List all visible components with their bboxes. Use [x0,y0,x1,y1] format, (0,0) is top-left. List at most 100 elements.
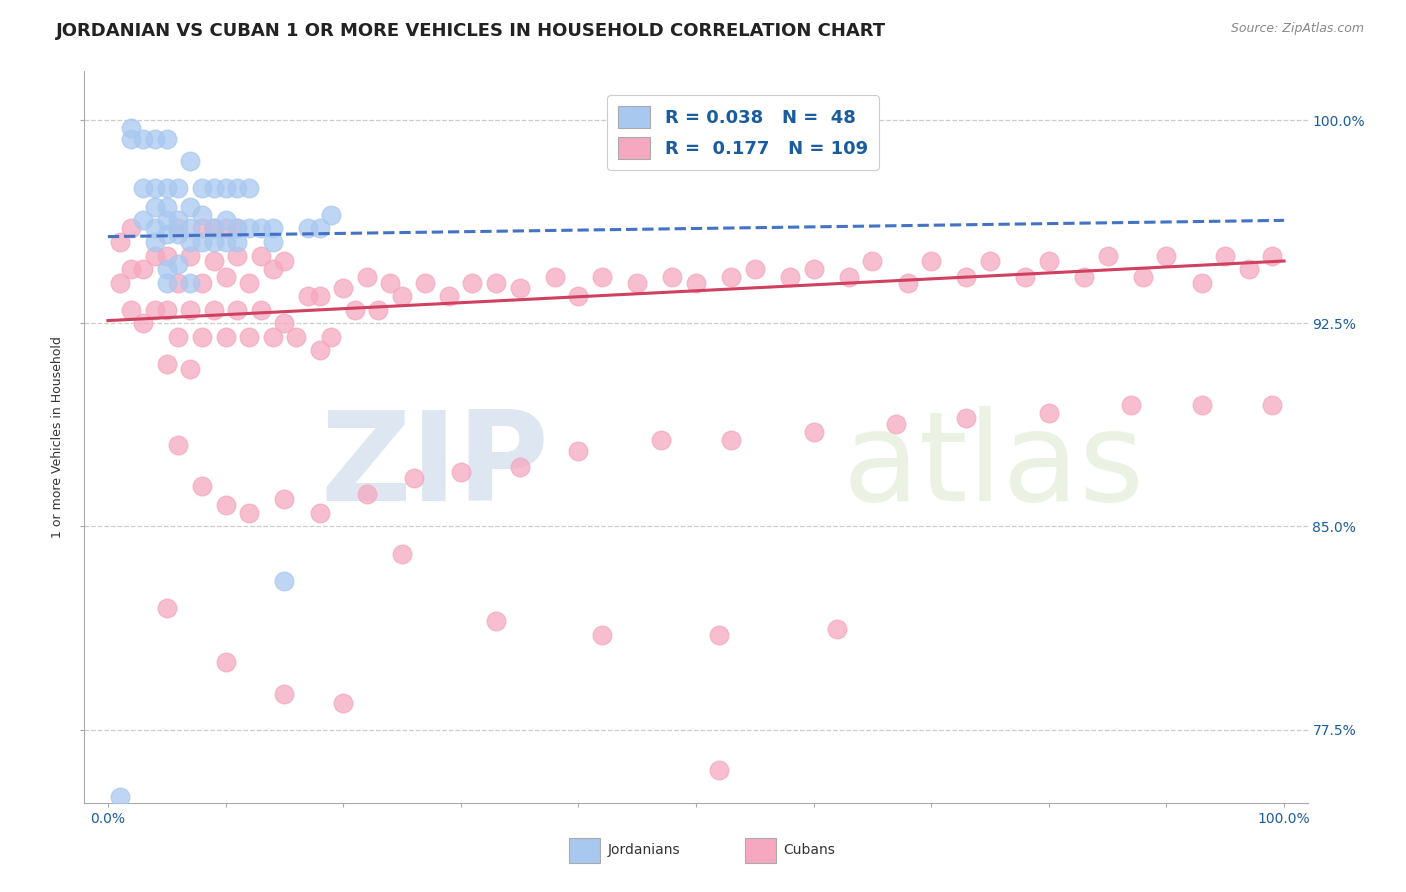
Point [591,270,613,285]
Point [321,330,343,344]
Point [214,498,236,512]
Point [297,289,319,303]
Point [167,438,190,452]
Point [437,289,460,303]
Point [485,276,508,290]
Point [650,433,672,447]
Point [214,270,236,285]
Point [1156,249,1178,263]
Point [1237,262,1260,277]
Point [108,790,131,805]
Point [308,289,330,303]
Point [191,330,214,344]
Point [803,262,825,277]
Bar [569,838,600,863]
Point [238,330,260,344]
Point [179,302,201,317]
Point [591,628,613,642]
Point [544,270,567,285]
Point [720,270,742,285]
Point [273,492,295,507]
Point [485,615,508,629]
Point [191,479,214,493]
Point [709,764,731,778]
Point [202,221,225,235]
Point [509,459,531,474]
Text: Cubans: Cubans [783,843,835,857]
Point [825,623,848,637]
Point [1213,249,1236,263]
Point [1191,276,1213,290]
Point [226,302,249,317]
Point [132,213,155,227]
Point [626,276,648,290]
Point [860,254,883,268]
Point [979,254,1001,268]
Point [226,221,249,235]
Point [156,262,179,277]
Point [156,213,179,227]
Point [567,289,589,303]
Point [226,235,249,249]
Point [191,235,214,249]
Point [156,249,179,263]
Point [120,221,142,235]
Point [356,487,378,501]
Point [332,696,354,710]
Point [143,235,166,249]
Point [685,276,707,290]
Point [1121,398,1143,412]
Point [343,302,366,317]
Point [461,276,484,290]
Point [1073,270,1095,285]
Point [132,316,155,330]
Point [179,221,201,235]
Point [249,221,271,235]
Text: atlas: atlas [842,406,1144,527]
Point [238,181,260,195]
Point [191,181,214,195]
Text: Source: ZipAtlas.com: Source: ZipAtlas.com [1230,22,1364,36]
Point [167,181,190,195]
Y-axis label: 1 or more Vehicles in Household: 1 or more Vehicles in Household [51,336,65,538]
Point [120,302,142,317]
Point [1014,270,1036,285]
Point [156,132,179,146]
Point [720,433,742,447]
Point [214,235,236,249]
Point [1097,249,1119,263]
Point [262,235,284,249]
Point [249,302,271,317]
Point [955,270,977,285]
Point [132,132,155,146]
Point [380,276,402,290]
Point [214,655,236,669]
Point [273,254,295,268]
Point [132,262,155,277]
Point [167,213,190,227]
Point [167,221,190,235]
Point [156,357,179,371]
Point [1191,398,1213,412]
Point [1038,406,1060,420]
Point [838,270,860,285]
Point [120,262,142,277]
Point [143,221,166,235]
Point [202,221,225,235]
Point [156,227,179,241]
Point [120,132,142,146]
Point [273,688,295,702]
Point [238,221,260,235]
Point [226,181,249,195]
Point [202,181,225,195]
Point [143,181,166,195]
Point [143,200,166,214]
Point [214,181,236,195]
Point [202,254,225,268]
Point [120,121,142,136]
Point [214,221,236,235]
Point [143,302,166,317]
Point [238,506,260,520]
Point [132,181,155,195]
Point [179,235,201,249]
